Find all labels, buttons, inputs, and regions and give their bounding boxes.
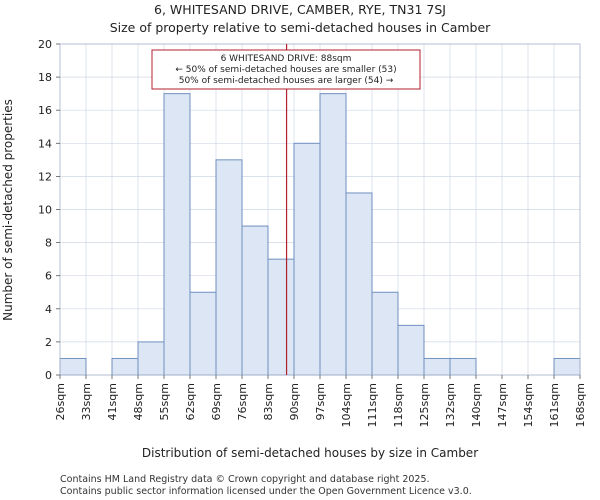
x-tick-label: 83sqm xyxy=(262,383,275,420)
x-tick-label: 111sqm xyxy=(366,383,379,427)
bar xyxy=(111,357,139,376)
y-tick-label: 18 xyxy=(38,71,52,84)
y-axis-ticks: 0 2 4 6 8 10 12 14 16 18 20 xyxy=(38,38,60,382)
y-tick-label: 2 xyxy=(45,336,52,349)
x-tick-label: 62sqm xyxy=(184,383,197,420)
y-tick-label: 8 xyxy=(45,237,52,250)
x-tick-label: 125sqm xyxy=(418,383,431,427)
x-tick-label: 140sqm xyxy=(470,383,483,427)
bar xyxy=(163,93,191,376)
x-tick-label: 132sqm xyxy=(444,383,457,427)
bar xyxy=(371,291,399,376)
y-tick-label: 12 xyxy=(38,170,52,183)
bar xyxy=(319,93,347,376)
x-tick-label: 48sqm xyxy=(132,383,145,420)
bar xyxy=(449,357,477,376)
bar xyxy=(345,192,373,376)
bar xyxy=(553,357,581,376)
chart-title-line1: 6, WHITESAND DRIVE, CAMBER, RYE, TN31 7S… xyxy=(154,2,446,17)
y-tick-label: 20 xyxy=(38,38,52,51)
x-tick-label: 33sqm xyxy=(80,383,93,420)
x-tick-label: 161sqm xyxy=(548,383,561,427)
x-tick-label: 41sqm xyxy=(106,383,119,420)
y-tick-label: 4 xyxy=(45,303,52,316)
annotation-line2: ← 50% of semi-detached houses are smalle… xyxy=(175,65,396,75)
bar xyxy=(215,159,243,376)
annotation-line1: 6 WHITESAND DRIVE: 88sqm xyxy=(221,54,352,64)
x-tick-label: 154sqm xyxy=(522,383,535,427)
x-tick-label: 76sqm xyxy=(236,383,249,420)
bar xyxy=(397,324,425,376)
bar xyxy=(137,341,165,376)
bar xyxy=(189,291,217,376)
y-tick-label: 0 xyxy=(45,369,52,382)
y-tick-label: 14 xyxy=(38,137,52,150)
x-tick-label: 97sqm xyxy=(314,383,327,420)
y-tick-label: 10 xyxy=(38,204,52,217)
x-axis-label: Distribution of semi-detached houses by … xyxy=(142,446,478,460)
footer-line1: Contains HM Land Registry data © Crown c… xyxy=(60,474,430,485)
bar xyxy=(241,225,269,376)
bars xyxy=(59,93,581,376)
x-tick-label: 55sqm xyxy=(158,383,171,420)
x-tick-label: 104sqm xyxy=(340,383,353,427)
x-tick-label: 147sqm xyxy=(496,383,509,427)
y-tick-label: 6 xyxy=(45,270,52,283)
bar xyxy=(59,357,87,376)
y-tick-label: 16 xyxy=(38,104,52,117)
x-tick-label: 69sqm xyxy=(210,383,223,420)
annotation-line3: 50% of semi-detached houses are larger (… xyxy=(179,76,394,86)
bar xyxy=(423,357,451,376)
x-axis-ticks: 26sqm 33sqm 41sqm 48sqm 55sqm 62sqm 69sqm 76sqm… xyxy=(54,375,587,427)
x-tick-label: 26sqm xyxy=(54,383,67,420)
annotation-box xyxy=(151,49,421,90)
bar xyxy=(293,142,321,376)
y-axis-label: Number of semi-detached properties xyxy=(1,99,15,321)
chart-title-line2: Size of property relative to semi-detach… xyxy=(110,20,491,35)
annotation: 6 WHITESAND DRIVE: 88sqm ← 50% of semi-d… xyxy=(151,49,421,90)
x-tick-label: 90sqm xyxy=(288,383,301,420)
x-tick-label: 168sqm xyxy=(574,383,587,427)
bar xyxy=(267,258,295,376)
footer-line2: Contains public sector information licen… xyxy=(60,486,472,497)
x-tick-label: 118sqm xyxy=(392,383,405,427)
